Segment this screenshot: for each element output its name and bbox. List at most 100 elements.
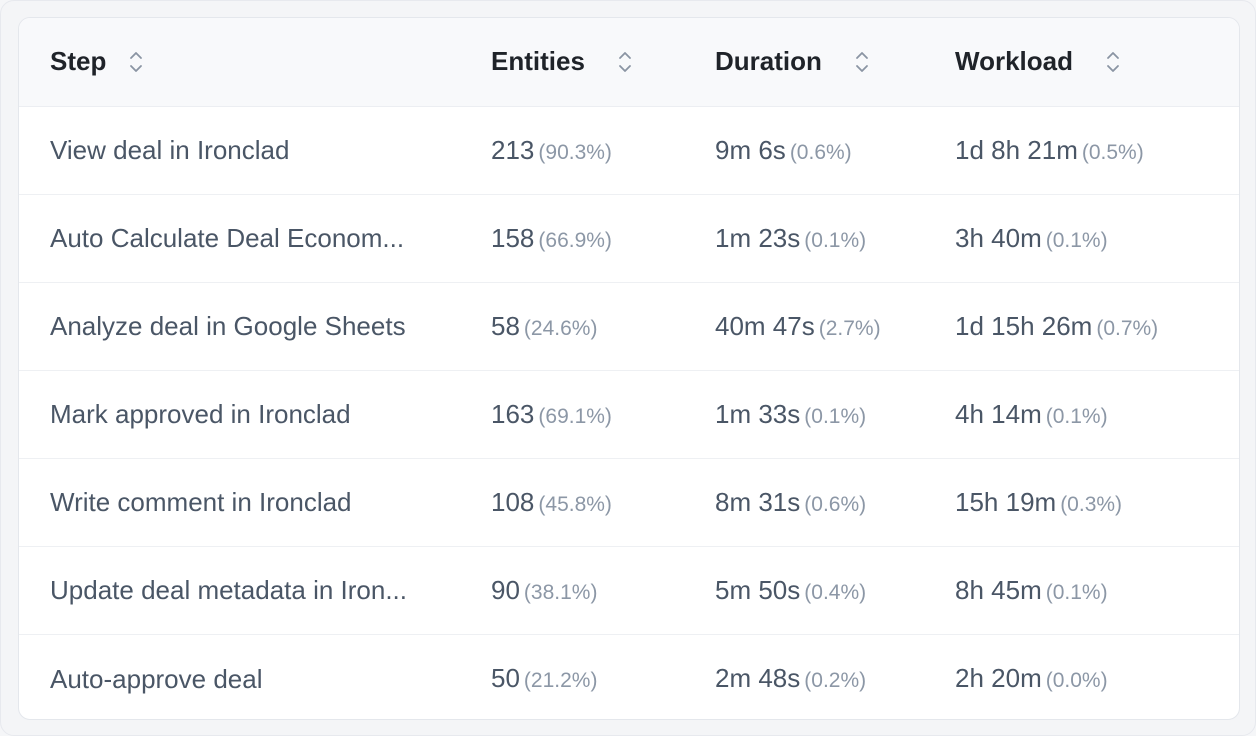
table-row[interactable]: View deal in Ironclad 213 (90.3%) 9m 6s (0… <box>19 106 1239 194</box>
duration-percent: (0.2%) <box>804 668 867 692</box>
step-cell: Write comment in Ironclad <box>19 458 491 546</box>
workload-cell: 15h 19m (0.3%) <box>955 458 1239 546</box>
workload-cell: 3h 40m (0.1%) <box>955 194 1239 282</box>
entities-cell: 108 (45.8%) <box>491 458 715 546</box>
steps-table: Step Entities <box>19 18 1239 719</box>
duration-percent: (2.7%) <box>818 316 881 340</box>
duration-value: 1m 23s <box>715 222 801 253</box>
sort-updown-icon[interactable] <box>128 49 144 75</box>
entities-value: 50 <box>491 662 520 693</box>
column-header-duration[interactable]: Duration <box>715 18 955 106</box>
duration-value: 9m 6s <box>715 134 786 165</box>
step-name: Auto-approve deal <box>50 663 263 694</box>
table-row[interactable]: Write comment in Ironclad 108 (45.8%) 8m … <box>19 458 1239 546</box>
duration-percent: (0.6%) <box>804 492 867 516</box>
entities-percent: (45.8%) <box>538 492 612 516</box>
workload-cell: 1d 8h 21m (0.5%) <box>955 106 1239 194</box>
duration-cell: 2m 48s (0.2%) <box>715 634 955 719</box>
workload-percent: (0.1%) <box>1045 404 1108 428</box>
duration-cell: 1m 33s (0.1%) <box>715 370 955 458</box>
column-header-entities[interactable]: Entities <box>491 18 715 106</box>
duration-percent: (0.6%) <box>789 140 852 164</box>
entities-value: 58 <box>491 310 520 341</box>
entities-cell: 163 (69.1%) <box>491 370 715 458</box>
workload-percent: (0.7%) <box>1096 316 1159 340</box>
table-header: Step Entities <box>19 18 1239 106</box>
step-name: Mark approved in Ironclad <box>50 399 351 430</box>
entities-cell: 50 (21.2%) <box>491 634 715 719</box>
workload-cell: 2h 20m (0.0%) <box>955 634 1239 719</box>
step-name: Write comment in Ironclad <box>50 487 352 518</box>
table-body: View deal in Ironclad 213 (90.3%) 9m 6s (0… <box>19 106 1239 719</box>
workload-value: 8h 45m <box>955 574 1042 605</box>
entities-cell: 58 (24.6%) <box>491 282 715 370</box>
duration-cell: 9m 6s (0.6%) <box>715 106 955 194</box>
step-cell: Mark approved in Ironclad <box>19 370 491 458</box>
header-row: Step Entities <box>19 18 1239 106</box>
table-row[interactable]: Mark approved in Ironclad 163 (69.1%) 1m … <box>19 370 1239 458</box>
workload-value: 4h 14m <box>955 398 1042 429</box>
duration-percent: (0.1%) <box>804 228 867 252</box>
step-cell: Auto Calculate Deal Econom... <box>19 194 491 282</box>
sort-updown-icon[interactable] <box>1105 49 1121 75</box>
column-label-entities: Entities <box>491 46 585 77</box>
workload-value: 2h 20m <box>955 662 1042 693</box>
workload-cell: 8h 45m (0.1%) <box>955 546 1239 634</box>
duration-percent: (0.4%) <box>804 580 867 604</box>
workload-percent: (0.1%) <box>1045 580 1108 604</box>
duration-value: 2m 48s <box>715 662 801 693</box>
step-cell: Analyze deal in Google Sheets <box>19 282 491 370</box>
workload-percent: (0.3%) <box>1060 492 1123 516</box>
entities-percent: (66.9%) <box>538 228 612 252</box>
column-label-duration: Duration <box>715 46 822 77</box>
table-row[interactable]: Auto-approve deal 50 (21.2%) 2m 48s (0.2%)… <box>19 634 1239 719</box>
entities-percent: (24.6%) <box>523 316 598 340</box>
duration-cell: 5m 50s (0.4%) <box>715 546 955 634</box>
workload-cell: 4h 14m (0.1%) <box>955 370 1239 458</box>
entities-percent: (38.1%) <box>523 580 598 604</box>
steps-table-card: Step Entities <box>18 17 1240 720</box>
workload-percent: (0.0%) <box>1045 668 1108 692</box>
workload-value: 3h 40m <box>955 222 1042 253</box>
workload-cell: 1d 15h 26m (0.7%) <box>955 282 1239 370</box>
entities-percent: (90.3%) <box>538 140 612 164</box>
column-label-workload: Workload <box>955 46 1073 77</box>
duration-value: 8m 31s <box>715 486 801 517</box>
workload-percent: (0.5%) <box>1081 140 1144 164</box>
step-name: View deal in Ironclad <box>50 135 290 166</box>
workload-value: 15h 19m <box>955 486 1057 517</box>
entities-cell: 90 (38.1%) <box>491 546 715 634</box>
duration-percent: (0.1%) <box>804 404 867 428</box>
table-row[interactable]: Update deal metadata in Iron... 90 (38.1%… <box>19 546 1239 634</box>
workload-percent: (0.1%) <box>1045 228 1108 252</box>
entities-value: 158 <box>491 222 535 253</box>
step-name: Analyze deal in Google Sheets <box>50 311 406 342</box>
column-header-step[interactable]: Step <box>19 18 491 106</box>
entities-percent: (21.2%) <box>523 668 598 692</box>
table-row[interactable]: Analyze deal in Google Sheets 58 (24.6%) … <box>19 282 1239 370</box>
column-label-step: Step <box>50 46 107 77</box>
table-row[interactable]: Auto Calculate Deal Econom... 158 (66.9%)… <box>19 194 1239 282</box>
entities-value: 163 <box>491 398 535 429</box>
duration-cell: 40m 47s (2.7%) <box>715 282 955 370</box>
step-cell: Auto-approve deal <box>19 634 491 719</box>
column-header-workload[interactable]: Workload <box>955 18 1239 106</box>
entities-cell: 158 (66.9%) <box>491 194 715 282</box>
duration-cell: 8m 31s (0.6%) <box>715 458 955 546</box>
workload-value: 1d 8h 21m <box>955 134 1078 165</box>
duration-value: 40m 47s <box>715 310 815 341</box>
entities-cell: 213 (90.3%) <box>491 106 715 194</box>
workload-value: 1d 15h 26m <box>955 310 1093 341</box>
entities-percent: (69.1%) <box>538 404 612 428</box>
duration-cell: 1m 23s (0.1%) <box>715 194 955 282</box>
step-cell: View deal in Ironclad <box>19 106 491 194</box>
entities-value: 90 <box>491 574 520 605</box>
entities-value: 108 <box>491 486 535 517</box>
sort-updown-icon[interactable] <box>854 49 870 75</box>
step-name: Auto Calculate Deal Econom... <box>50 223 405 254</box>
entities-value: 213 <box>491 134 535 165</box>
duration-value: 5m 50s <box>715 574 801 605</box>
duration-value: 1m 33s <box>715 398 801 429</box>
sort-updown-icon[interactable] <box>617 49 633 75</box>
